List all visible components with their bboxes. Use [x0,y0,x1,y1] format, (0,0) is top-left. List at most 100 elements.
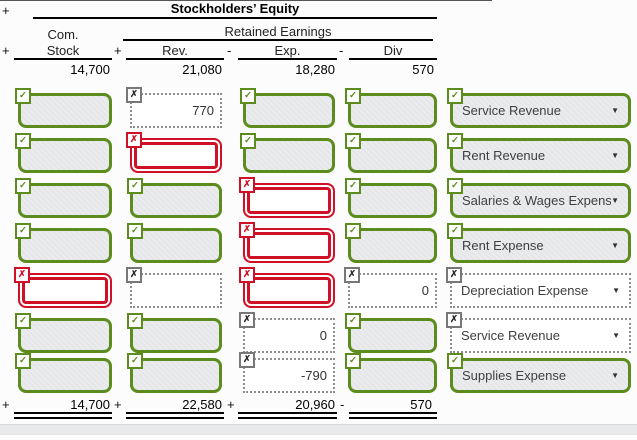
account-select[interactable]: ✓ Rent Revenue ▼ [447,133,631,173]
total-double-rule [349,412,437,419]
amount-input[interactable]: ✓ [127,313,222,353]
totals-sign-rev: + [114,397,122,412]
column-rule [14,58,112,60]
retained-earnings-underline [123,39,433,41]
amount-input[interactable]: ✗ 770 [126,87,222,128]
x-badge-icon: ✗ [126,132,142,148]
amount-input[interactable]: ✓ [15,223,112,263]
x-badge-icon: ✗ [239,267,255,283]
check-badge-icon: ✓ [240,88,256,104]
column-header-stock: Stock [46,43,80,58]
amount-input[interactable]: ✗ 0 [344,267,437,308]
page-title: Stockholders’ Equity [170,1,300,16]
amount-input[interactable]: ✓ [345,88,437,128]
amount-value: 0 [421,283,429,298]
header-sign-div: - [339,43,344,58]
amount-input[interactable]: ✓ [345,353,437,393]
column-header-div: Div [383,43,403,58]
amount-input[interactable]: ✓ [240,133,335,173]
chevron-down-icon: ▼ [612,331,620,340]
account-select-value: Rent Expense [462,238,544,253]
check-badge-icon: ✓ [447,88,463,104]
amount-input[interactable]: ✓ [127,353,222,393]
amount-input[interactable]: ✗ [126,267,222,308]
amount-input[interactable]: ✗ [14,267,112,308]
account-select[interactable]: ✓ Service Revenue ▼ [447,88,631,128]
x-badge-icon: ✗ [239,177,255,193]
chevron-down-icon: ▼ [611,196,619,205]
amount-input[interactable]: ✗ 0 [239,312,335,353]
account-select[interactable]: ✓ Supplies Expense ▼ [447,353,631,393]
account-select[interactable]: ✓ Salaries & Wages Expense ▼ [447,178,631,218]
account-select-value: Supplies Expense [462,368,567,383]
amount-value: 0 [319,328,327,343]
amount-input[interactable]: ✓ [15,353,112,393]
account-select-value: Depreciation Expense [461,283,589,298]
total-double-rule [14,412,112,419]
beginning-balance-div: 570 [412,62,434,77]
account-select[interactable]: ✓ Rent Expense ▼ [447,223,631,263]
x-badge-icon: ✗ [126,87,142,103]
totals-sign-com-stock: + [2,397,10,412]
amount-input[interactable]: ✓ [15,88,112,128]
check-badge-icon: ✓ [345,178,361,194]
x-badge-icon: ✗ [126,267,142,283]
x-badge-icon: ✗ [239,312,255,328]
account-select-value: Service Revenue [461,328,560,343]
section-plus-sign: + [2,3,10,18]
beginning-balance-exp: 18,280 [295,62,335,77]
x-badge-icon: ✗ [344,267,360,283]
check-badge-icon: ✓ [15,178,31,194]
x-badge-icon: ✗ [446,312,462,328]
check-badge-icon: ✓ [127,178,143,194]
check-badge-icon: ✓ [345,223,361,239]
amount-input[interactable]: ✓ [15,313,112,353]
column-rule [126,58,224,60]
account-select[interactable]: ✗ Service Revenue ▼ [446,312,631,353]
total-com-stock: 14,700 [70,397,110,412]
amount-input[interactable]: ✗ -790 [239,352,335,393]
amount-input[interactable]: ✓ [15,133,112,173]
account-select[interactable]: ✗ Depreciation Expense ▼ [446,267,631,308]
retained-earnings-header: Retained Earnings [224,24,332,39]
amount-input[interactable]: ✓ [345,178,437,218]
amount-value: 770 [192,103,214,118]
check-badge-icon: ✓ [127,223,143,239]
column-header-rev: Rev. [162,43,188,58]
header-sign-rev: + [114,43,122,58]
check-badge-icon: ✓ [15,133,31,149]
amount-input[interactable]: ✗ [239,267,335,308]
check-badge-icon: ✓ [127,353,143,369]
amount-input[interactable]: ✓ [345,223,437,263]
chevron-down-icon: ▼ [611,371,619,380]
check-badge-icon: ✓ [345,88,361,104]
amount-input[interactable]: ✓ [345,313,437,353]
header-sign-com-stock: + [2,43,10,58]
totals-sign-div: - [340,397,345,412]
chevron-down-icon: ▼ [611,106,619,115]
header-sign-exp: - [227,43,232,58]
amount-input[interactable]: ✗ [239,177,335,218]
total-double-rule [126,412,224,419]
amount-value: -790 [300,368,327,383]
chevron-down-icon: ▼ [611,241,619,250]
amount-input[interactable]: ✓ [240,88,335,128]
column-header-exp: Exp. [274,43,301,58]
check-badge-icon: ✓ [345,313,361,329]
total-div: 570 [410,397,432,412]
check-badge-icon: ✓ [15,353,31,369]
x-badge-icon: ✗ [446,267,462,283]
account-select-value: Salaries & Wages Expense [462,193,612,208]
chevron-down-icon: ▼ [612,286,620,295]
account-select-value: Service Revenue [462,103,561,118]
check-badge-icon: ✓ [447,178,463,194]
amount-input[interactable]: ✓ [345,133,437,173]
check-badge-icon: ✓ [447,353,463,369]
amount-input[interactable]: ✓ [15,178,112,218]
amount-input[interactable]: ✗ [239,222,335,263]
amount-input[interactable]: ✓ [127,178,222,218]
amount-input[interactable]: ✗ [126,132,222,173]
check-badge-icon: ✓ [127,313,143,329]
amount-input[interactable]: ✓ [127,223,222,263]
column-header-com: Com. [47,27,79,42]
